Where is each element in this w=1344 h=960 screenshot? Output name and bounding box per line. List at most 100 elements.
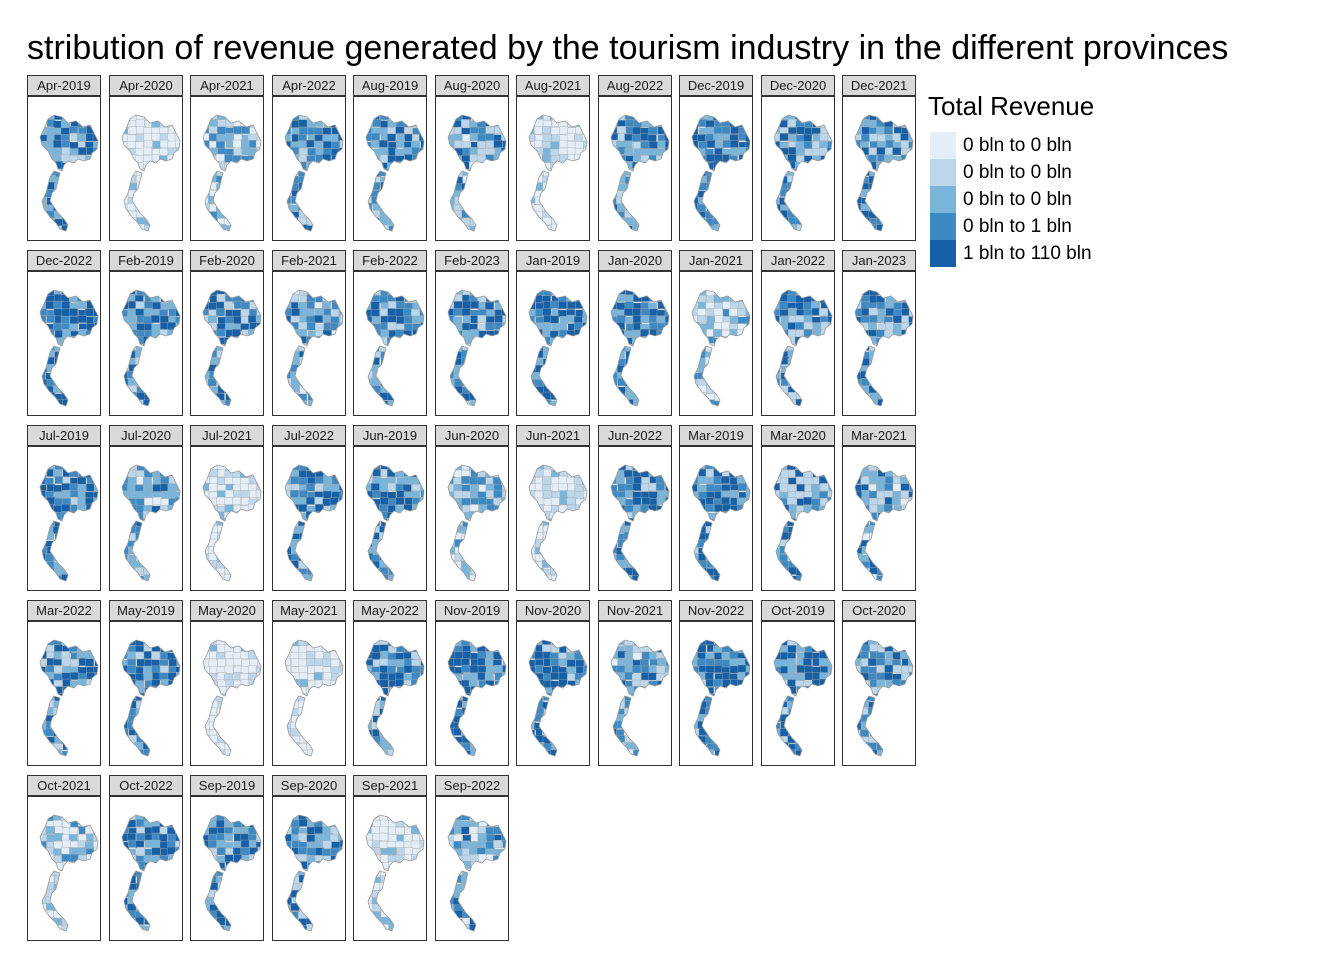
province-region	[308, 582, 317, 590]
province-region	[314, 315, 324, 324]
province-region	[828, 217, 832, 226]
province-region	[855, 216, 861, 225]
province-region	[549, 330, 559, 339]
province-region	[493, 169, 503, 178]
province-region	[366, 465, 374, 470]
province-region	[217, 546, 227, 555]
province-region	[647, 519, 657, 528]
province-region	[61, 729, 71, 738]
province-region	[202, 407, 211, 415]
province-region	[502, 218, 506, 227]
province-region	[241, 175, 251, 184]
province-region	[493, 574, 503, 581]
province-region	[168, 160, 178, 169]
province-region	[314, 465, 324, 472]
province-region	[551, 519, 561, 528]
province-region	[469, 553, 479, 562]
province-region	[395, 350, 405, 359]
province-region	[885, 540, 894, 549]
province-region	[448, 148, 455, 157]
province-region	[314, 525, 324, 534]
province-region	[40, 343, 47, 352]
country-outline	[202, 289, 262, 407]
province-region	[175, 386, 180, 394]
province-region	[575, 582, 584, 590]
country-outline	[121, 464, 181, 582]
province-region	[901, 385, 911, 394]
province-region	[855, 400, 861, 406]
province-region	[40, 385, 47, 394]
province-region	[448, 203, 454, 212]
province-region	[738, 483, 748, 491]
province-region	[256, 505, 261, 514]
province-region	[611, 153, 617, 162]
country-outline	[39, 114, 99, 232]
province-region	[40, 503, 47, 512]
province-region	[803, 400, 812, 406]
province-region	[788, 504, 798, 513]
province-region	[160, 211, 170, 220]
province-region	[331, 175, 341, 184]
province-region	[412, 378, 422, 387]
province-region	[144, 210, 154, 219]
province-region	[454, 539, 464, 548]
province-region	[150, 294, 160, 303]
province-region	[420, 358, 424, 367]
province-region	[664, 386, 669, 395]
province-region	[338, 203, 343, 212]
province-region	[826, 505, 832, 514]
province-region	[315, 532, 325, 541]
province-region	[713, 329, 722, 337]
province-region	[611, 224, 618, 231]
province-region	[486, 512, 496, 521]
province-region	[692, 175, 699, 184]
province-region	[285, 217, 292, 226]
province-region	[574, 196, 584, 205]
province-region	[54, 232, 63, 240]
province-region	[884, 379, 893, 388]
province-region	[331, 582, 340, 590]
province-region	[232, 196, 242, 205]
facet-strip-label: Jul-2019	[27, 425, 101, 446]
province-region	[255, 314, 261, 323]
province-region	[403, 217, 412, 226]
province-region	[232, 139, 242, 148]
province-region	[248, 465, 258, 472]
province-region	[885, 182, 895, 191]
province-region	[795, 364, 805, 373]
province-region	[819, 357, 829, 366]
province-region	[203, 115, 209, 120]
province-region	[746, 379, 750, 387]
province-region	[387, 350, 397, 359]
province-region	[804, 379, 814, 388]
province-region	[231, 216, 241, 225]
province-region	[901, 210, 911, 219]
province-region	[299, 379, 309, 388]
province-region	[501, 575, 506, 581]
province-region	[53, 715, 63, 724]
province-region	[640, 115, 650, 122]
province-region	[774, 525, 781, 534]
province-region	[290, 329, 299, 337]
province-region	[152, 517, 162, 526]
province-region	[909, 400, 913, 406]
province-region	[877, 210, 887, 218]
province-region	[582, 469, 587, 478]
province-region	[728, 224, 738, 231]
province-region	[298, 126, 308, 135]
province-region	[802, 357, 812, 366]
province-region	[827, 133, 832, 142]
province-region	[249, 372, 259, 381]
province-region	[656, 547, 666, 556]
province-region	[869, 504, 879, 513]
facet-strip-label: Jul-2020	[109, 425, 183, 446]
province-region	[242, 406, 251, 414]
province-region	[907, 358, 913, 367]
facet-panel: Mar-2021	[842, 425, 916, 593]
province-region	[84, 561, 94, 570]
province-region	[633, 539, 643, 548]
province-region	[617, 400, 627, 406]
province-region	[159, 364, 169, 373]
province-region	[176, 126, 180, 135]
province-region	[774, 290, 780, 297]
